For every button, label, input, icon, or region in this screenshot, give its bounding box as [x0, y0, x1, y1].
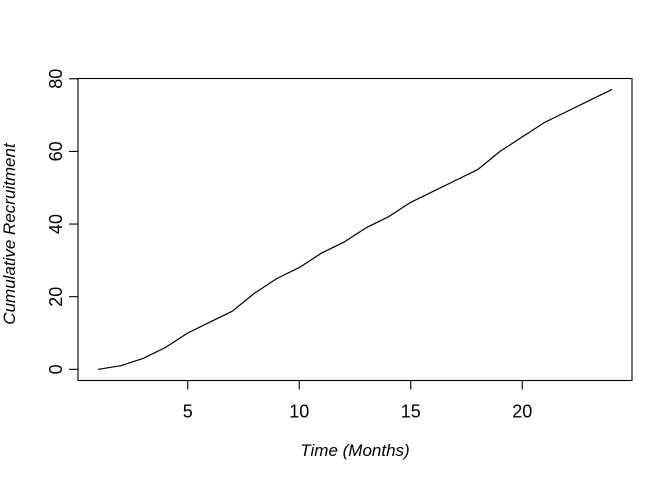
y-tick-label: 40: [46, 214, 66, 234]
x-tick-label: 10: [289, 402, 309, 422]
plot-box: [77, 77, 633, 382]
x-tick-label: 15: [401, 402, 421, 422]
recruitment-line: [97, 89, 613, 370]
y-tick-label: 80: [46, 69, 66, 89]
y-tick-label: 20: [46, 287, 66, 307]
y-tick-label: 0: [46, 364, 66, 374]
x-axis: 5 10 15 20: [183, 380, 532, 422]
x-tick-label: 5: [183, 402, 193, 422]
y-axis: 0 20 40 60 80: [46, 69, 78, 374]
x-axis-label: Time (Months): [300, 441, 409, 460]
y-axis-label: Cumulative Recruitment: [0, 142, 19, 325]
x-tick-label: 20: [512, 402, 532, 422]
y-tick-label: 60: [46, 141, 66, 161]
